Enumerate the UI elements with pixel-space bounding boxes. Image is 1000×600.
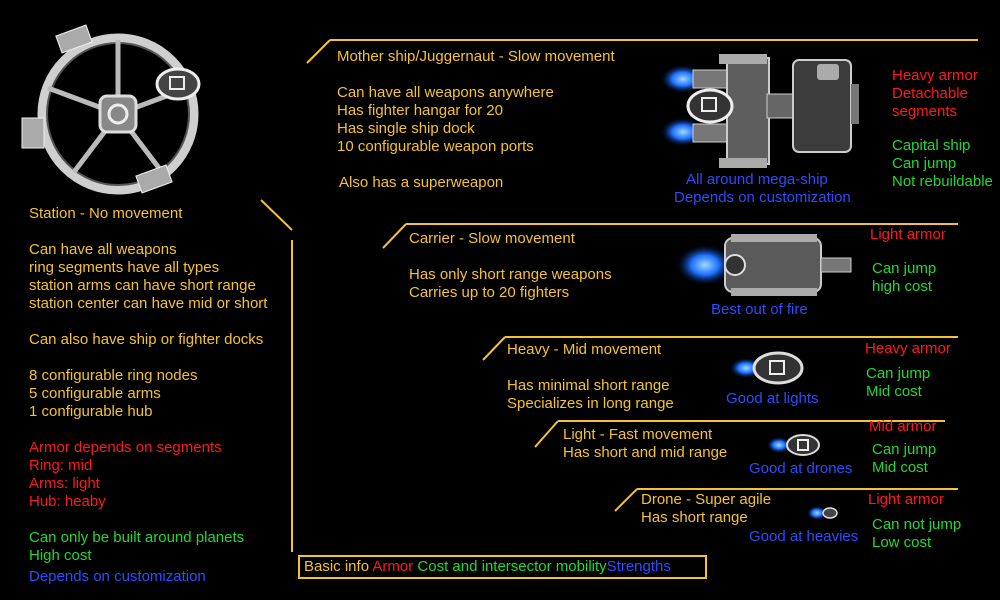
- carrier-title: Carrier - Slow movement: [409, 230, 575, 247]
- station-node-line: 1 configurable hub: [29, 403, 153, 420]
- light-sprite: [767, 434, 820, 456]
- station-sprite: [21, 24, 201, 195]
- station-armor-line: Hub: heaby: [29, 493, 106, 510]
- light-strength: Good at drones: [749, 460, 853, 477]
- legend-armor: Armor: [372, 558, 414, 575]
- drone-mobility: Can not jump Low cost: [872, 516, 961, 552]
- drone-strength: Good at heavies: [749, 528, 859, 545]
- station-mobility-line: High cost: [29, 547, 92, 564]
- light-mobility: Can jump Mid cost: [872, 441, 936, 477]
- mobility-line: Capital ship: [892, 137, 971, 154]
- station-weapons-line: ring segments have all types: [29, 259, 220, 276]
- station-weapons-line: station center can have mid or short: [29, 295, 268, 312]
- station-node-line: 8 configurable ring nodes: [29, 367, 198, 384]
- mothership-info-line: Has single ship dock: [337, 120, 475, 137]
- mothership-strength-line: All around mega-ship: [686, 171, 828, 188]
- color-legend: Basic info Armor Cost and intersector mo…: [298, 555, 707, 579]
- station-armor-line: Arms: light: [29, 475, 100, 492]
- station-node-line: 5 configurable arms: [29, 385, 161, 402]
- drone-armor: Light armor: [868, 491, 944, 508]
- mothership-info-line: Has fighter hangar for 20: [337, 102, 503, 119]
- armor-line: segments: [892, 103, 958, 120]
- drone-title: Drone - Super agile: [641, 491, 772, 508]
- heavy-sprite: [730, 351, 804, 385]
- heavy-info-line: Specializes in long range: [507, 395, 674, 412]
- mobility-line: Can jump: [892, 155, 957, 172]
- heavy-info-line: Has minimal short range: [507, 377, 670, 394]
- legend-info: Basic info: [304, 558, 370, 575]
- carrier-mobility: Can jump high cost: [872, 260, 936, 296]
- heavy-title: Heavy - Mid movement: [507, 341, 662, 358]
- light-info: Light - Fast movement Has short and mid …: [563, 426, 727, 462]
- heavy-armor: Heavy armor: [865, 340, 951, 357]
- station-info: Station - No movement Can have all weapo…: [29, 205, 267, 586]
- mothership-info-line: 10 configurable weapon ports: [337, 138, 534, 155]
- heavy-info: Heavy - Mid movement Has minimal short r…: [507, 341, 674, 413]
- armor-line: Detachable: [892, 85, 968, 102]
- mothership-strength-line: Depends on customization: [674, 189, 851, 206]
- station-weapons-line: Can have all weapons: [29, 241, 177, 258]
- station-docks: Can also have ship or fighter docks: [29, 331, 264, 348]
- station-weapons-line: station arms can have short range: [29, 277, 256, 294]
- legend-mobility: Cost and intersector mobility: [417, 558, 607, 575]
- carrier-info-line: Carries up to 20 fighters: [409, 284, 570, 301]
- station-armor-line: Ring: mid: [29, 457, 93, 474]
- carrier-strength: Best out of fire: [711, 301, 808, 318]
- station-armor-line: Armor depends on segments: [29, 439, 222, 456]
- mothership-extra: Also has a superweapon: [339, 174, 504, 191]
- station-mobility-line: Can only be built around planets: [29, 529, 245, 546]
- mothership-info: Mother ship/Juggernaut - Slow movement C…: [337, 48, 615, 192]
- carrier-armor: Light armor: [870, 226, 946, 243]
- mobility-line: Mid cost: [872, 459, 928, 476]
- station-strength: Depends on customization: [29, 568, 206, 585]
- mothership-armor: Heavy armor Detachable segments: [892, 67, 978, 121]
- legend-strengths: Strengths: [606, 558, 671, 575]
- mobility-line: Can jump: [872, 260, 937, 277]
- carrier-info-line: Has only short range weapons: [409, 266, 612, 283]
- mothership-sprite: [661, 54, 859, 168]
- light-title: Light - Fast movement: [563, 426, 713, 443]
- station-title: Station - No movement: [29, 205, 183, 222]
- mothership-mobility: Capital ship Can jump Not rebuildable: [892, 137, 993, 191]
- heavy-mobility: Can jump Mid cost: [866, 365, 930, 401]
- mobility-line: Mid cost: [866, 383, 922, 400]
- drone-sprite: [807, 506, 838, 520]
- mobility-line: Can jump: [872, 441, 937, 458]
- drone-info-line: Has short range: [641, 509, 748, 526]
- mobility-line: Low cost: [872, 534, 932, 551]
- armor-line: Heavy armor: [892, 67, 978, 84]
- light-armor: Mid armor: [869, 418, 937, 435]
- mobility-line: Not rebuildable: [892, 173, 993, 190]
- carrier-info: Carrier - Slow movement Has only short r…: [409, 230, 612, 302]
- light-info-line: Has short and mid range: [563, 444, 728, 461]
- mothership-info-line: Can have all weapons anywhere: [337, 84, 554, 101]
- mothership-title: Mother ship/Juggernaut - Slow movement: [337, 48, 615, 65]
- mobility-line: high cost: [872, 278, 933, 295]
- heavy-strength: Good at lights: [726, 390, 819, 407]
- mobility-line: Can not jump: [872, 516, 962, 533]
- carrier-sprite: [677, 234, 852, 296]
- drone-info: Drone - Super agile Has short range: [641, 491, 771, 527]
- mobility-line: Can jump: [866, 365, 931, 382]
